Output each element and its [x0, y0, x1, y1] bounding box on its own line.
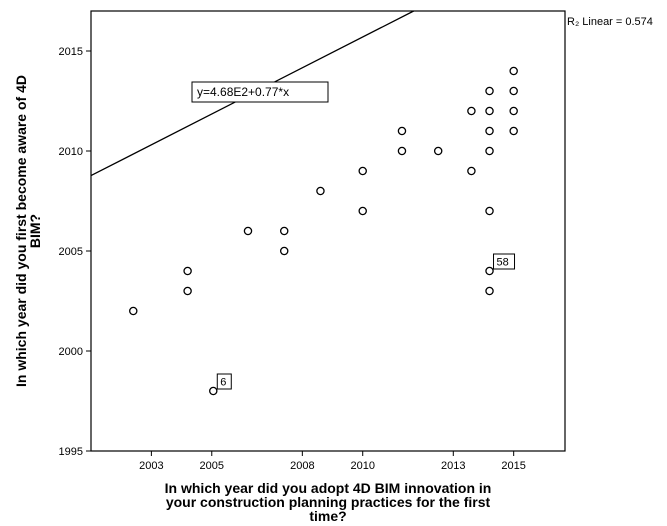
- y-axis-ticks: 1995 2000 2005 2010 2015: [59, 46, 91, 458]
- y-tick-label: 2000: [59, 346, 83, 358]
- y-tick-label: 2015: [59, 46, 83, 58]
- y-tick-label: 2010: [59, 146, 83, 158]
- equation-text: y=4.68E2+0.77*x: [197, 85, 289, 99]
- point-labels: 6 58: [216, 253, 516, 390]
- x-axis-title-line-3: time?: [309, 508, 346, 524]
- data-point: [485, 146, 494, 156]
- data-point: [485, 286, 494, 296]
- x-tick-label: 2003: [139, 460, 163, 472]
- data-point: [397, 146, 407, 156]
- equation-box: y=4.68E2+0.77*x: [191, 81, 329, 103]
- point-label-text: 58: [497, 257, 509, 269]
- plot-frame: [90, 10, 566, 452]
- data-point: [209, 386, 218, 396]
- data-point: [509, 86, 518, 96]
- x-tick-label: 2005: [200, 460, 224, 472]
- data-point: [485, 206, 494, 216]
- y-tick-label: 1995: [59, 446, 83, 458]
- data-point: [509, 126, 518, 136]
- data-point: [485, 266, 494, 276]
- x-tick-label: 2013: [441, 460, 465, 472]
- data-point: [279, 226, 289, 236]
- data-point: [397, 126, 407, 136]
- points-group: [129, 66, 518, 396]
- x-axis-title-line-1: In which year did you adopt 4D BIM innov…: [165, 480, 492, 496]
- data-point: [183, 286, 192, 296]
- data-point: [485, 106, 494, 116]
- x-axis-ticks: 2003 2005 2008 2010 2013 2015: [139, 451, 526, 472]
- data-point: [509, 106, 518, 116]
- data-point: [467, 106, 476, 116]
- x-axis-title-line-2: your construction planning practices for…: [166, 494, 491, 510]
- data-point: [183, 266, 192, 276]
- point-label-box: [216, 373, 232, 390]
- data-point: [316, 186, 325, 196]
- data-point: [129, 306, 138, 316]
- x-tick-label: 2015: [501, 460, 525, 472]
- data-point: [433, 146, 443, 156]
- data-point: [243, 226, 253, 236]
- data-point: [485, 86, 494, 96]
- data-point: [509, 66, 518, 76]
- data-point: [358, 166, 367, 176]
- data-point: [279, 246, 289, 256]
- data-point: [467, 166, 476, 176]
- r-squared-label: R₂ Linear = 0.574: [567, 16, 653, 28]
- data-point: [358, 206, 367, 216]
- y-axis-title-line-2: BIM?: [27, 214, 43, 248]
- point-label-text: 6: [220, 377, 226, 389]
- x-tick-label: 2008: [290, 460, 314, 472]
- data-point: [485, 126, 494, 136]
- x-tick-label: 2010: [350, 460, 374, 472]
- y-axis-title-line-1: In which year did you first become aware…: [13, 75, 29, 387]
- point-label-box: [493, 253, 516, 270]
- y-tick-label: 2005: [59, 246, 83, 258]
